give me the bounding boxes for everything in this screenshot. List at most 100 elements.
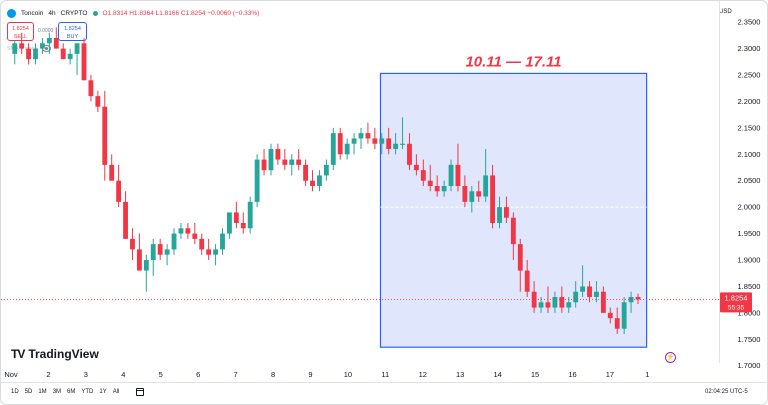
clock-readout[interactable]: 02:04:25 UTC-5	[705, 389, 748, 395]
tradingview-mark-icon: TV	[11, 347, 25, 361]
range-button[interactable]: 1D	[11, 389, 19, 395]
ohlc-readout: O1.8314 H1.8364 L1.8166 C1.8254 −0.0060 …	[102, 9, 260, 17]
y-tick-label: 1.7000	[738, 361, 761, 370]
candle-body	[296, 159, 302, 165]
range-button[interactable]: 5D	[24, 389, 33, 395]
candle-body	[206, 249, 212, 255]
candle-body	[102, 106, 108, 165]
candle-body	[67, 53, 73, 60]
candle-body	[220, 233, 225, 250]
y-tick-label: 2.3000	[738, 44, 761, 53]
exchange-label: CRYPTO	[60, 9, 88, 17]
date-range-label: 10.11 — 17.11	[465, 53, 561, 70]
y-tick-label: 2.3500	[738, 18, 761, 27]
candle-body	[476, 191, 482, 197]
candle-body	[462, 186, 468, 202]
price-axis-divider	[719, 1, 720, 363]
candle-body	[268, 149, 274, 171]
price-tag-box	[720, 292, 752, 313]
candle-body	[323, 164, 329, 176]
candle-body	[136, 249, 142, 271]
candle-body	[455, 164, 461, 186]
x-tick-label: 11	[381, 370, 389, 379]
candle-body	[240, 223, 246, 229]
range-button[interactable]: All	[112, 389, 120, 395]
candle-body	[413, 164, 419, 171]
symbol-name[interactable]: Toncoin	[21, 9, 44, 17]
candle-body	[53, 38, 59, 49]
buy-button[interactable]: 1.8254 BUY	[58, 22, 87, 41]
x-tick-label: 17	[606, 370, 614, 379]
x-tick-label: 6	[196, 370, 200, 379]
symbol-header: Toncoin 4h CRYPTO O1.8314 H1.8364 L1.816…	[7, 6, 259, 20]
candle-body	[337, 133, 343, 155]
candle-body	[469, 191, 475, 202]
candle-body	[621, 302, 627, 329]
x-tick-label: 13	[456, 370, 464, 379]
candle-body	[123, 201, 128, 239]
candle-body	[254, 159, 260, 202]
price-chart[interactable]: 10.11 — 17.11 2.3500 2.3000 2.2500 2.2000 2.…	[1, 1, 767, 382]
candle-body	[60, 48, 66, 60]
candle-body	[386, 138, 392, 149]
candle-body	[552, 297, 558, 308]
candle-body	[33, 48, 38, 60]
candle-body	[164, 249, 170, 255]
candle-body	[247, 201, 253, 229]
candle-body	[46, 38, 52, 44]
y-tick-label: 2.1000	[738, 150, 761, 159]
x-tick-label: 4	[121, 370, 125, 379]
buy-price: 1.8254	[64, 26, 81, 32]
candle-body	[185, 228, 191, 234]
candle-body	[171, 233, 177, 250]
candle-body	[490, 175, 496, 223]
currency-label[interactable]: USD	[719, 9, 732, 15]
y-tick-label: 2.2000	[738, 97, 761, 106]
candle-body	[213, 249, 218, 255]
x-tick-label: 9	[308, 370, 312, 379]
x-tick-label: 16	[568, 370, 576, 379]
candle-body	[594, 291, 599, 297]
y-tick-label: 2.0000	[738, 203, 761, 212]
candle-body	[573, 291, 579, 303]
candle-body	[95, 96, 101, 107]
candle-body	[143, 260, 149, 271]
candle-body	[538, 302, 544, 308]
price-tag-countdown: 55:35	[728, 304, 745, 311]
candle-body	[497, 207, 502, 223]
candle-body	[351, 138, 357, 144]
lightning-icon[interactable]: ⚡	[665, 352, 676, 363]
candle-body	[587, 286, 592, 297]
interval-label[interactable]: 4h	[48, 9, 56, 17]
candle-body	[448, 164, 454, 186]
candle-body	[74, 43, 80, 54]
candle-body	[434, 186, 440, 192]
x-tick-label: 8	[271, 370, 275, 379]
tradingview-logo[interactable]: TV TradingView	[11, 347, 99, 361]
x-tick-label: 2	[46, 370, 50, 379]
date-range-box	[379, 72, 648, 348]
candle-body	[524, 270, 530, 292]
x-tick-label: Nov	[4, 370, 18, 379]
range-button[interactable]: 6M	[67, 389, 76, 395]
sell-button[interactable]: 1.8254 SELL	[7, 22, 34, 41]
spread-value: 0.0000	[38, 28, 54, 34]
range-button[interactable]: YTD	[81, 389, 94, 395]
candle-body	[19, 43, 25, 49]
range-button[interactable]: 1M	[38, 389, 47, 395]
candle-body	[130, 238, 135, 250]
range-button[interactable]: 1Y	[99, 389, 107, 395]
toncoin-icon	[7, 8, 16, 18]
candle-body	[12, 43, 18, 54]
sell-label: SELL	[13, 34, 28, 40]
x-tick-label: 1	[645, 370, 649, 379]
candle-body	[109, 164, 115, 181]
x-tick-label: 15	[531, 370, 539, 379]
candle-body	[407, 143, 412, 165]
candle-body	[275, 149, 281, 160]
y-tick-label: 1.7500	[738, 335, 761, 344]
calendar-icon[interactable]	[136, 388, 144, 396]
range-button[interactable]: 3M	[52, 389, 62, 395]
candle-body	[635, 297, 641, 300]
candle-body	[330, 133, 336, 165]
